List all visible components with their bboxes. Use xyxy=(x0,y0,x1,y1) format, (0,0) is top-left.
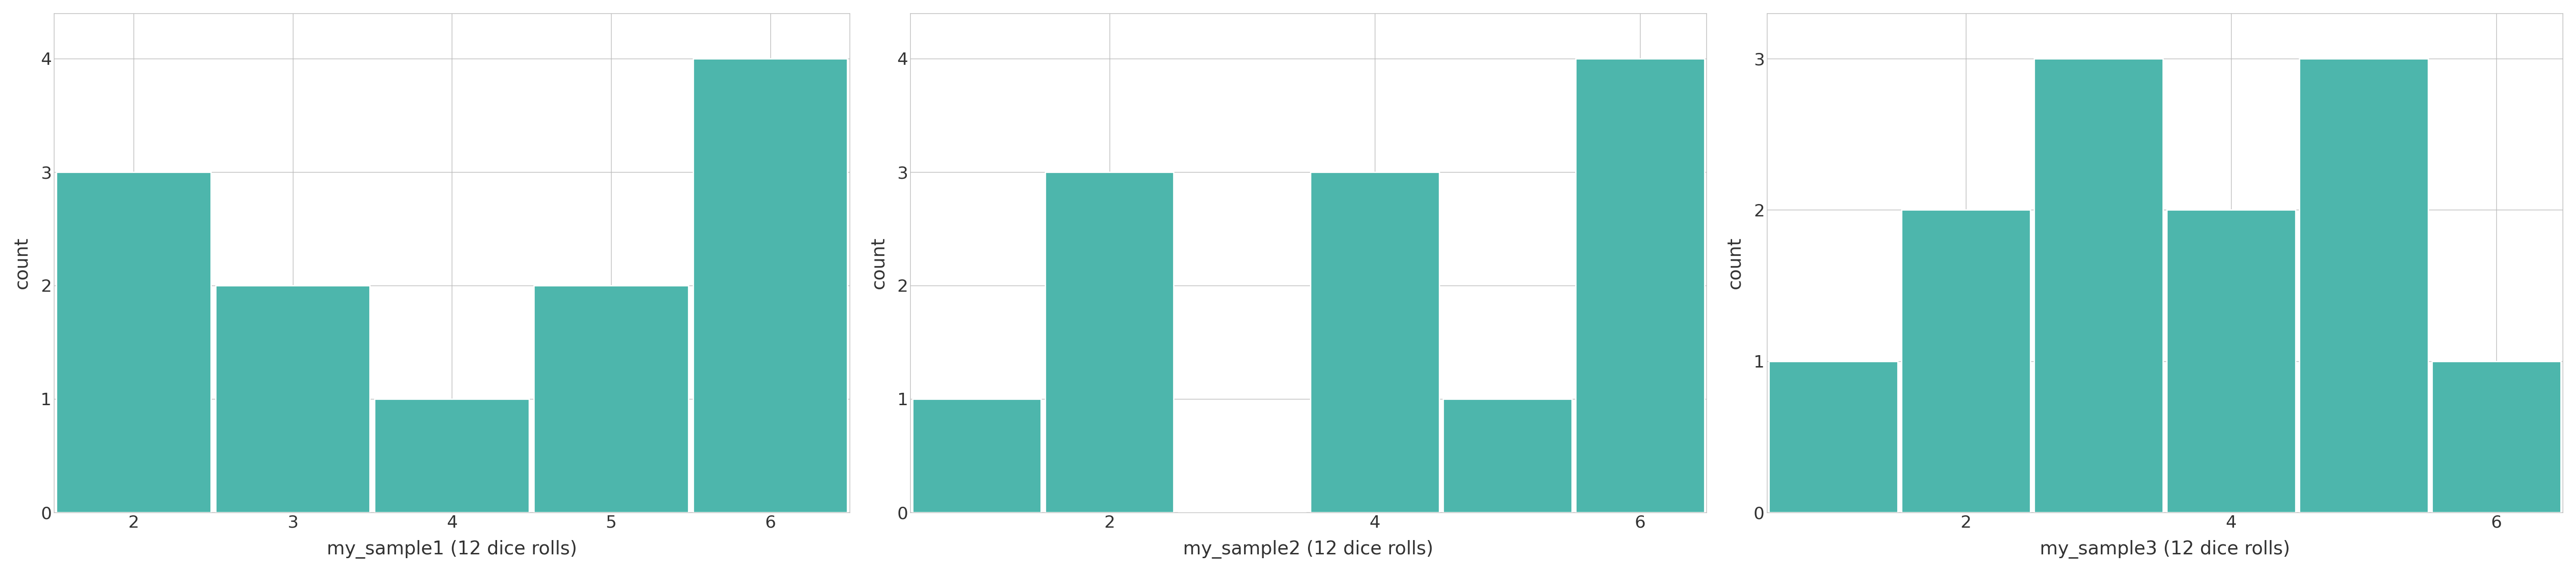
Bar xyxy=(912,399,1041,513)
Bar xyxy=(2166,210,2295,513)
Bar xyxy=(2035,58,2164,513)
Y-axis label: count: count xyxy=(13,237,31,289)
Bar xyxy=(2432,361,2561,513)
Bar xyxy=(693,58,848,513)
Bar xyxy=(216,285,371,513)
X-axis label: my_sample3 (12 dice rolls): my_sample3 (12 dice rolls) xyxy=(2040,540,2290,559)
Bar xyxy=(1901,210,2030,513)
X-axis label: my_sample2 (12 dice rolls): my_sample2 (12 dice rolls) xyxy=(1182,540,1432,559)
Bar xyxy=(1046,172,1175,513)
Bar xyxy=(1577,58,1705,513)
Bar xyxy=(2300,58,2429,513)
Bar xyxy=(1770,361,1899,513)
Y-axis label: count: count xyxy=(1726,237,1744,289)
Bar xyxy=(57,172,211,513)
Bar xyxy=(1311,172,1440,513)
Bar xyxy=(374,399,528,513)
Y-axis label: count: count xyxy=(871,237,889,289)
Bar xyxy=(1443,399,1571,513)
X-axis label: my_sample1 (12 dice rolls): my_sample1 (12 dice rolls) xyxy=(327,540,577,559)
Bar xyxy=(533,285,688,513)
